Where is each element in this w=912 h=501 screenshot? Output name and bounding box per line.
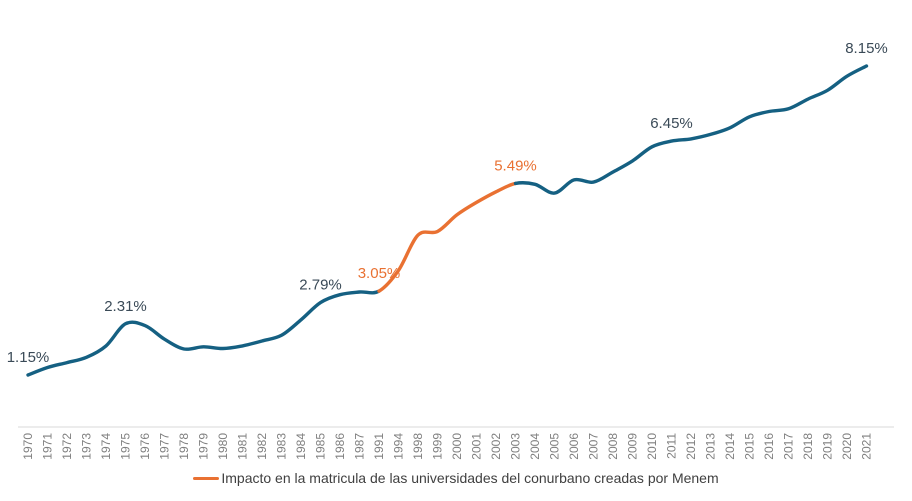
x-axis-label: 2000 [450, 433, 464, 460]
series-line-base-pre [26, 289, 381, 377]
x-axis-label: 1972 [60, 433, 74, 460]
x-axis-label: 1984 [294, 433, 308, 460]
x-axis-label: 2015 [743, 433, 757, 460]
x-axis-label: 1987 [353, 433, 367, 460]
x-axis-label: 2019 [821, 433, 835, 460]
x-axis-label: 1999 [431, 433, 445, 460]
x-axis-label: 1983 [275, 433, 289, 460]
x-axis-label: 2010 [645, 433, 659, 460]
x-axis-label: 1970 [21, 433, 35, 460]
x-axis-label: 2016 [762, 433, 776, 460]
x-axis-label: 1994 [392, 433, 406, 460]
data-label-1970: 1.15% [7, 349, 50, 366]
data-label-2021: 8.15% [845, 40, 888, 57]
x-axis-label: 2007 [587, 433, 601, 460]
series-line-base-post [513, 64, 869, 195]
legend-label: Impacto en la matricula de las universid… [221, 470, 719, 486]
series-line-menem [377, 181, 518, 293]
chart-legend: Impacto en la matricula de las universid… [0, 470, 912, 486]
x-axis-label: 1977 [158, 433, 172, 460]
x-axis-label: 2003 [509, 433, 523, 460]
x-axis-label: 2020 [840, 433, 854, 460]
x-axis-label: 2005 [548, 433, 562, 460]
data-label-1991: 3.05% [358, 265, 401, 282]
x-axis-label: 2014 [723, 433, 737, 460]
x-axis-label: 1991 [372, 433, 386, 460]
x-axis-label: 1979 [197, 433, 211, 460]
x-axis-label: 1976 [138, 433, 152, 460]
x-axis-label: 2011 [665, 433, 679, 459]
x-axis-label: 1975 [119, 433, 133, 460]
x-axis-label: 2004 [528, 433, 542, 460]
data-label-2011: 6.45% [650, 115, 693, 132]
x-axis-label: 1974 [99, 433, 113, 460]
x-axis-label: 2018 [801, 433, 815, 460]
data-labels: 1.15% 2.31% 2.79% 3.05% 5.49% 6.45% 8.15% [7, 40, 888, 366]
x-axis-label: 2006 [567, 433, 581, 460]
x-axis-label: 1986 [333, 433, 347, 460]
x-axis-label: 1998 [411, 433, 425, 460]
x-axis-label: 2001 [470, 433, 484, 460]
legend-swatch-line [193, 476, 220, 480]
x-axis-label: 2008 [606, 433, 620, 460]
x-axis-label: 1973 [80, 433, 94, 460]
data-label-2003: 5.49% [494, 157, 537, 174]
x-axis-label: 2012 [684, 433, 698, 460]
x-axis-label: 1978 [177, 433, 191, 460]
x-axis-label: 2021 [860, 433, 874, 460]
series-lines [26, 64, 869, 377]
x-axis: 1970 1971 1972 1973 1974 1975 1976 1977 1978 1979… [18, 426, 894, 460]
x-axis-label: 1971 [41, 433, 55, 460]
x-axis-label: 1981 [236, 433, 250, 460]
x-axis-label: 1982 [255, 433, 269, 460]
x-axis-label: 1980 [216, 433, 230, 460]
data-label-1985: 2.79% [299, 277, 342, 294]
x-axis-label: 2013 [704, 433, 718, 460]
x-axis-label: 2017 [782, 433, 796, 460]
x-axis-label: 2009 [626, 433, 640, 460]
data-label-1975: 2.31% [104, 298, 147, 315]
x-axis-label: 2002 [489, 433, 503, 460]
x-axis-label: 1985 [314, 433, 328, 460]
